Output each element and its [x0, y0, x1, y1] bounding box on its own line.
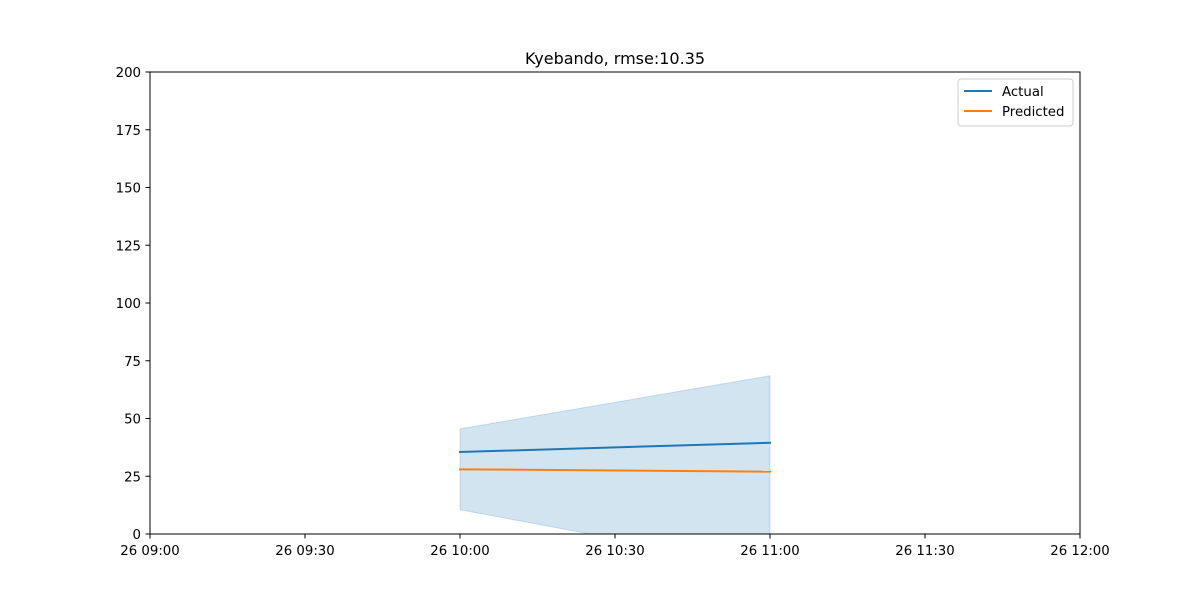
- legend: Actual Predicted: [957, 78, 1074, 127]
- x-tick-label: 26 11:30: [895, 544, 954, 559]
- legend-label-predicted: Predicted: [1002, 105, 1064, 120]
- x-tick-label: 26 10:00: [430, 544, 489, 559]
- confidence-band: [459, 375, 771, 534]
- y-tick-label: 150: [116, 182, 141, 197]
- y-tick-label: 50: [124, 413, 141, 428]
- y-tick-label: 125: [116, 239, 141, 254]
- series-layer: [458, 441, 772, 473]
- x-axis: 26 09:00 26 09:30 26 10:00 26 10:30 26 11:00…: [120, 534, 1110, 559]
- y-tick-label: 200: [116, 66, 141, 81]
- y-tick-label: 175: [116, 124, 141, 139]
- y-axis: 0 25 50 75 100 125 150 175 200: [116, 66, 150, 543]
- x-tick-label: 26 12:00: [1050, 544, 1109, 559]
- x-tick-label: 26 09:30: [275, 544, 334, 559]
- chart-title: Kyebando, rmse:10.35: [525, 49, 705, 68]
- series-line-actual: [458, 441, 772, 454]
- legend-label-actual: Actual: [1002, 85, 1044, 100]
- series-line-predicted: [458, 468, 772, 473]
- confidence-band-layer: [459, 375, 771, 534]
- x-tick-label: 26 11:00: [740, 544, 799, 559]
- x-tick-label: 26 10:30: [585, 544, 644, 559]
- y-tick-label: 75: [124, 355, 141, 370]
- y-tick-label: 25: [124, 470, 141, 485]
- x-tick-label: 26 09:00: [120, 544, 179, 559]
- y-tick-label: 100: [116, 297, 141, 312]
- y-tick-label: 0: [133, 528, 141, 543]
